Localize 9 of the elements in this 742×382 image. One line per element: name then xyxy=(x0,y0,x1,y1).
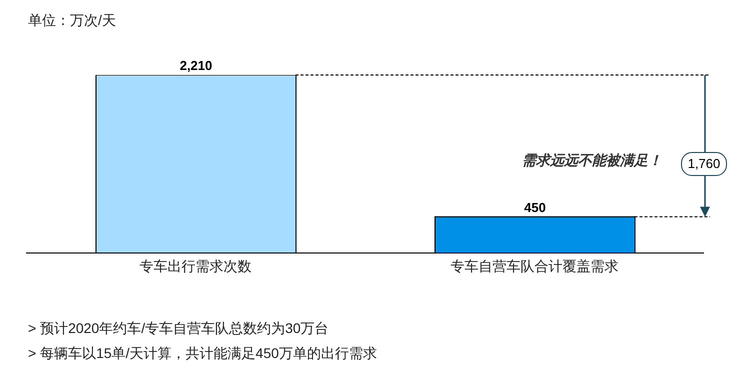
text: > 每辆车以15单/天计算，共计能满足450万单的出行需求 xyxy=(28,345,377,363)
data-label: 2,210 xyxy=(180,58,212,73)
y-axis-title: 单位：万次/天 xyxy=(28,12,116,30)
annotation: 1,760 xyxy=(681,152,727,176)
data-label: 450 xyxy=(524,200,546,215)
x-tick-label: 专车自营车队合计覆盖需求 xyxy=(450,258,618,274)
annotation: 需求远远不能被满足！ xyxy=(522,152,662,170)
text: > 预计2020年约车/专车自营车队总数约为30万台 xyxy=(28,320,329,338)
x-tick-label: 专车出行需求次数 xyxy=(140,258,252,274)
